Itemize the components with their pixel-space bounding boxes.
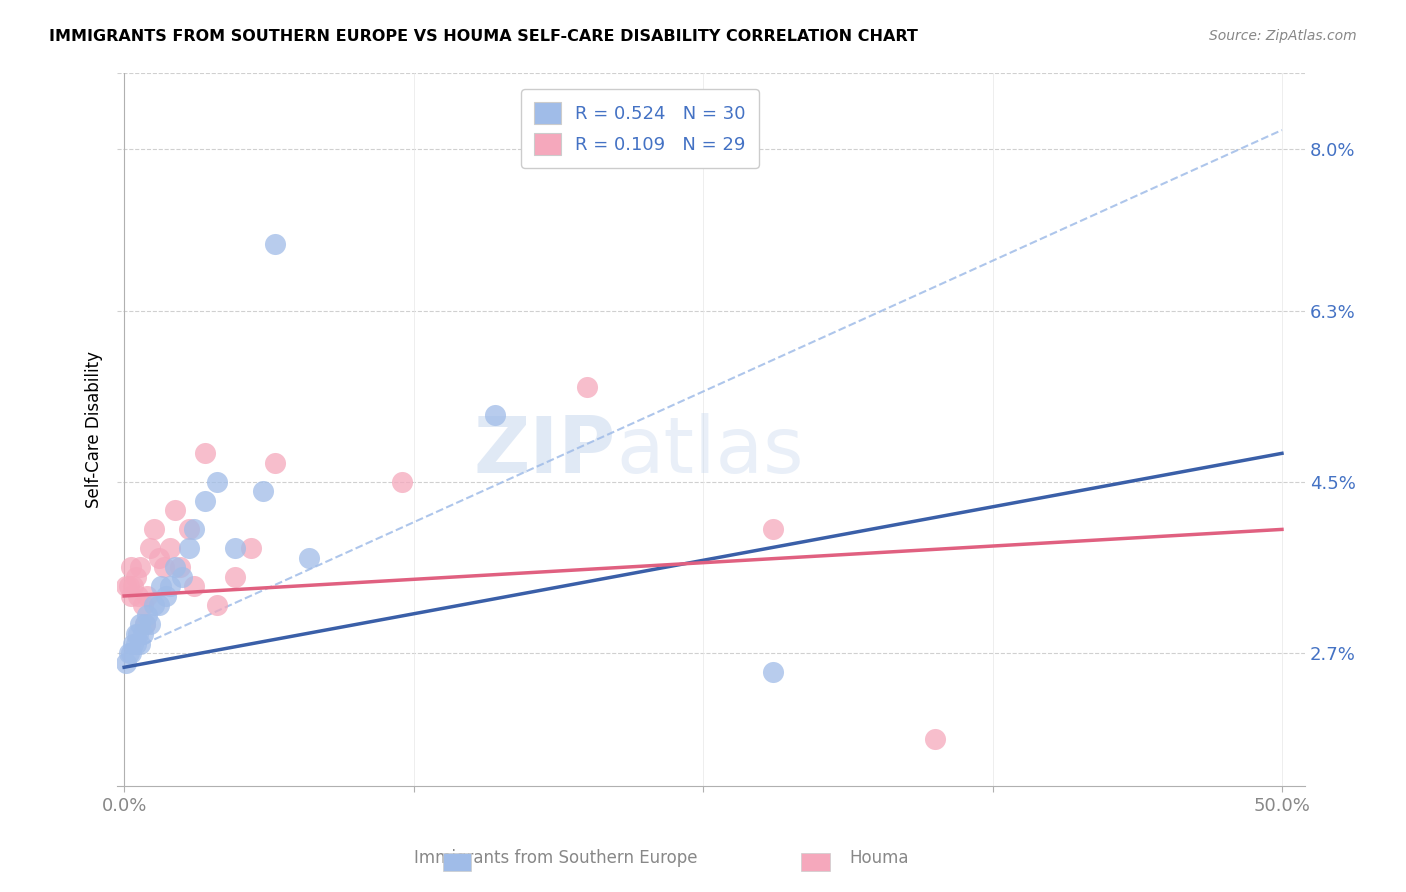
Point xyxy=(177,541,200,556)
Point xyxy=(127,627,149,641)
Point xyxy=(159,579,181,593)
Point xyxy=(118,579,141,593)
Point xyxy=(155,589,177,603)
Point xyxy=(183,523,205,537)
Point xyxy=(224,541,246,556)
Point xyxy=(122,579,145,593)
Point xyxy=(118,646,141,660)
Point xyxy=(148,550,170,565)
Point xyxy=(125,570,148,584)
Point xyxy=(761,665,783,679)
Point xyxy=(240,541,263,556)
Point xyxy=(115,579,138,593)
Point xyxy=(134,617,156,632)
Point xyxy=(924,731,946,746)
Point xyxy=(391,475,413,489)
Text: atlas: atlas xyxy=(616,413,804,489)
Y-axis label: Self-Care Disability: Self-Care Disability xyxy=(86,351,103,508)
Point xyxy=(129,560,152,574)
Point xyxy=(148,599,170,613)
Point xyxy=(224,570,246,584)
Point xyxy=(138,617,160,632)
Point xyxy=(165,503,187,517)
Point xyxy=(165,560,187,574)
Point xyxy=(194,494,217,508)
Point xyxy=(136,607,159,622)
Point xyxy=(263,456,285,470)
Point xyxy=(125,627,148,641)
Text: ZIP: ZIP xyxy=(474,413,616,489)
Text: Source: ZipAtlas.com: Source: ZipAtlas.com xyxy=(1209,29,1357,43)
Point xyxy=(125,636,148,650)
Point xyxy=(129,617,152,632)
Point xyxy=(177,523,200,537)
Point xyxy=(120,560,142,574)
Point xyxy=(129,636,152,650)
Text: Immigrants from Southern Europe: Immigrants from Southern Europe xyxy=(413,848,697,866)
Point xyxy=(143,523,166,537)
Point xyxy=(115,656,138,670)
Point xyxy=(122,636,145,650)
Point xyxy=(205,475,228,489)
Point xyxy=(150,579,173,593)
Text: Houma: Houma xyxy=(849,848,908,866)
Point xyxy=(138,541,160,556)
Point xyxy=(169,560,191,574)
Text: IMMIGRANTS FROM SOUTHERN EUROPE VS HOUMA SELF-CARE DISABILITY CORRELATION CHART: IMMIGRANTS FROM SOUTHERN EUROPE VS HOUMA… xyxy=(49,29,918,44)
Point xyxy=(127,589,149,603)
Point xyxy=(761,523,783,537)
Point xyxy=(120,646,142,660)
Point xyxy=(152,560,174,574)
Point xyxy=(134,617,156,632)
Point xyxy=(131,627,153,641)
Point xyxy=(194,446,217,460)
Point xyxy=(159,541,181,556)
Point xyxy=(120,589,142,603)
Point xyxy=(576,380,599,394)
Point xyxy=(205,599,228,613)
Point xyxy=(136,589,159,603)
Point xyxy=(143,599,166,613)
Point xyxy=(298,550,321,565)
Point xyxy=(131,599,153,613)
Point xyxy=(484,409,506,423)
Point xyxy=(183,579,205,593)
Point xyxy=(263,237,285,252)
Legend: R = 0.524   N = 30, R = 0.109   N = 29: R = 0.524 N = 30, R = 0.109 N = 29 xyxy=(522,89,758,168)
Point xyxy=(252,484,274,499)
Point xyxy=(170,570,193,584)
